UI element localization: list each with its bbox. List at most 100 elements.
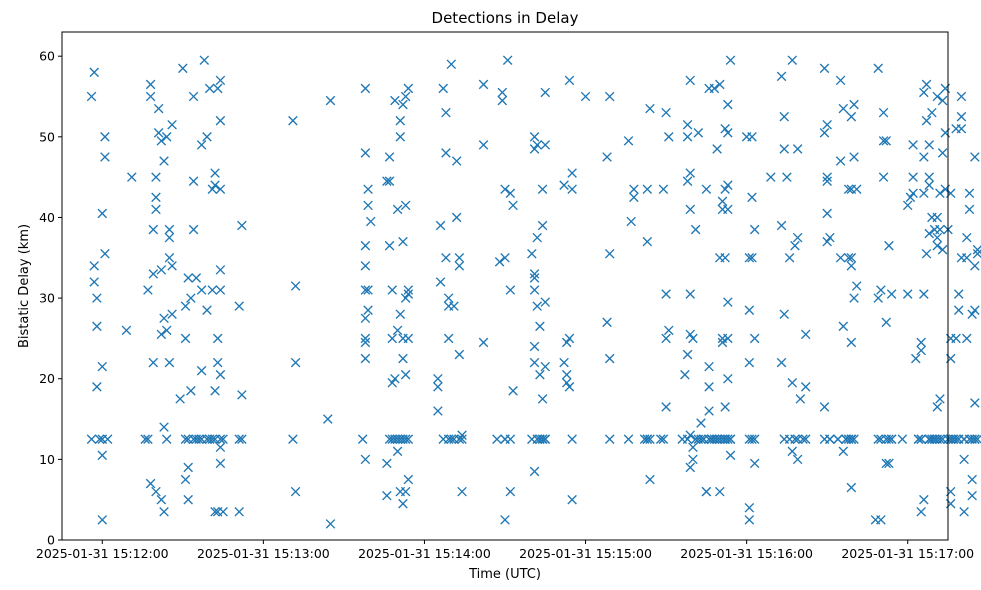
data-point	[720, 184, 730, 195]
data-point	[215, 75, 226, 86]
data-point	[360, 313, 371, 324]
data-point	[188, 176, 199, 186]
data-point	[970, 398, 980, 408]
data-point	[744, 515, 755, 525]
data-point	[363, 285, 373, 295]
data-point	[835, 75, 846, 86]
data-point	[962, 253, 972, 263]
data-point	[183, 494, 193, 505]
data-point	[441, 148, 451, 158]
data-point	[191, 273, 202, 283]
data-point	[846, 434, 857, 444]
data-point	[822, 119, 832, 130]
y-tick-label: 50	[39, 129, 55, 144]
data-point	[97, 515, 108, 525]
data-point	[908, 188, 918, 199]
data-point	[395, 309, 406, 319]
data-point	[723, 99, 733, 110]
data-point	[360, 285, 371, 295]
data-point	[623, 434, 634, 444]
x-tick-label: 2025-01-31 15:16:00	[680, 546, 813, 561]
data-point	[175, 394, 185, 404]
data-point	[685, 289, 696, 299]
data-point	[970, 152, 980, 162]
data-point	[400, 434, 411, 444]
data-point	[207, 434, 218, 444]
data-point	[363, 184, 373, 195]
data-point	[704, 406, 714, 416]
data-point	[790, 434, 800, 444]
data-point	[661, 333, 671, 344]
data-point	[159, 422, 169, 432]
data-point	[790, 240, 800, 251]
data-point	[723, 434, 733, 444]
chart-title: Detections in Delay	[432, 9, 579, 27]
data-point	[956, 91, 967, 102]
data-point	[151, 192, 161, 203]
data-point	[188, 91, 199, 102]
data-point	[919, 152, 929, 162]
data-point	[180, 333, 191, 344]
data-point	[390, 95, 400, 106]
data-point	[919, 188, 929, 199]
data-point	[400, 91, 411, 102]
data-point	[661, 107, 671, 118]
data-point	[215, 285, 226, 295]
data-point	[161, 434, 172, 444]
data-point	[953, 289, 964, 299]
data-point	[167, 309, 177, 319]
y-tick-label: 60	[39, 49, 55, 64]
data-point	[89, 277, 99, 287]
data-point	[776, 71, 787, 82]
data-point	[838, 446, 849, 457]
data-point	[145, 79, 156, 90]
data-point	[384, 240, 395, 251]
y-tick-label: 10	[39, 452, 55, 467]
data-point	[457, 430, 467, 440]
data-point	[215, 458, 226, 469]
data-point	[953, 305, 964, 315]
data-point	[202, 305, 212, 315]
data-point	[838, 103, 849, 114]
data-point	[89, 67, 99, 78]
data-point	[800, 434, 811, 444]
data-point	[580, 91, 591, 102]
data-point	[505, 434, 516, 444]
data-point	[400, 293, 411, 303]
data-point	[690, 224, 701, 235]
data-point	[288, 115, 298, 126]
data-point	[749, 333, 760, 344]
data-point	[395, 115, 406, 126]
data-point	[400, 486, 411, 497]
data-point	[956, 123, 967, 134]
data-point	[658, 434, 669, 444]
data-point	[210, 386, 220, 396]
x-tick-label: 2025-01-31 15:14:00	[358, 546, 491, 561]
data-point	[494, 257, 505, 267]
data-point	[795, 394, 806, 404]
data-point	[682, 176, 693, 186]
data-point	[183, 462, 193, 473]
data-point	[693, 128, 704, 138]
data-point	[502, 55, 513, 65]
data-point	[878, 172, 889, 182]
data-point	[492, 434, 502, 444]
data-point	[167, 119, 177, 130]
data-point	[682, 119, 693, 130]
data-point	[156, 136, 167, 146]
data-point	[921, 79, 932, 90]
data-point	[881, 136, 892, 146]
data-point	[849, 152, 859, 162]
data-point	[685, 430, 696, 440]
data-point	[97, 361, 108, 372]
data-point	[153, 128, 164, 138]
data-point	[843, 253, 854, 263]
data-point	[540, 87, 551, 98]
data-point	[784, 253, 795, 263]
data-point	[682, 349, 693, 360]
x-tick-label: 2025-01-31 15:12:00	[36, 546, 169, 561]
data-point	[527, 248, 537, 259]
data-point	[937, 148, 948, 158]
data-point	[535, 369, 545, 380]
data-point	[508, 200, 518, 211]
